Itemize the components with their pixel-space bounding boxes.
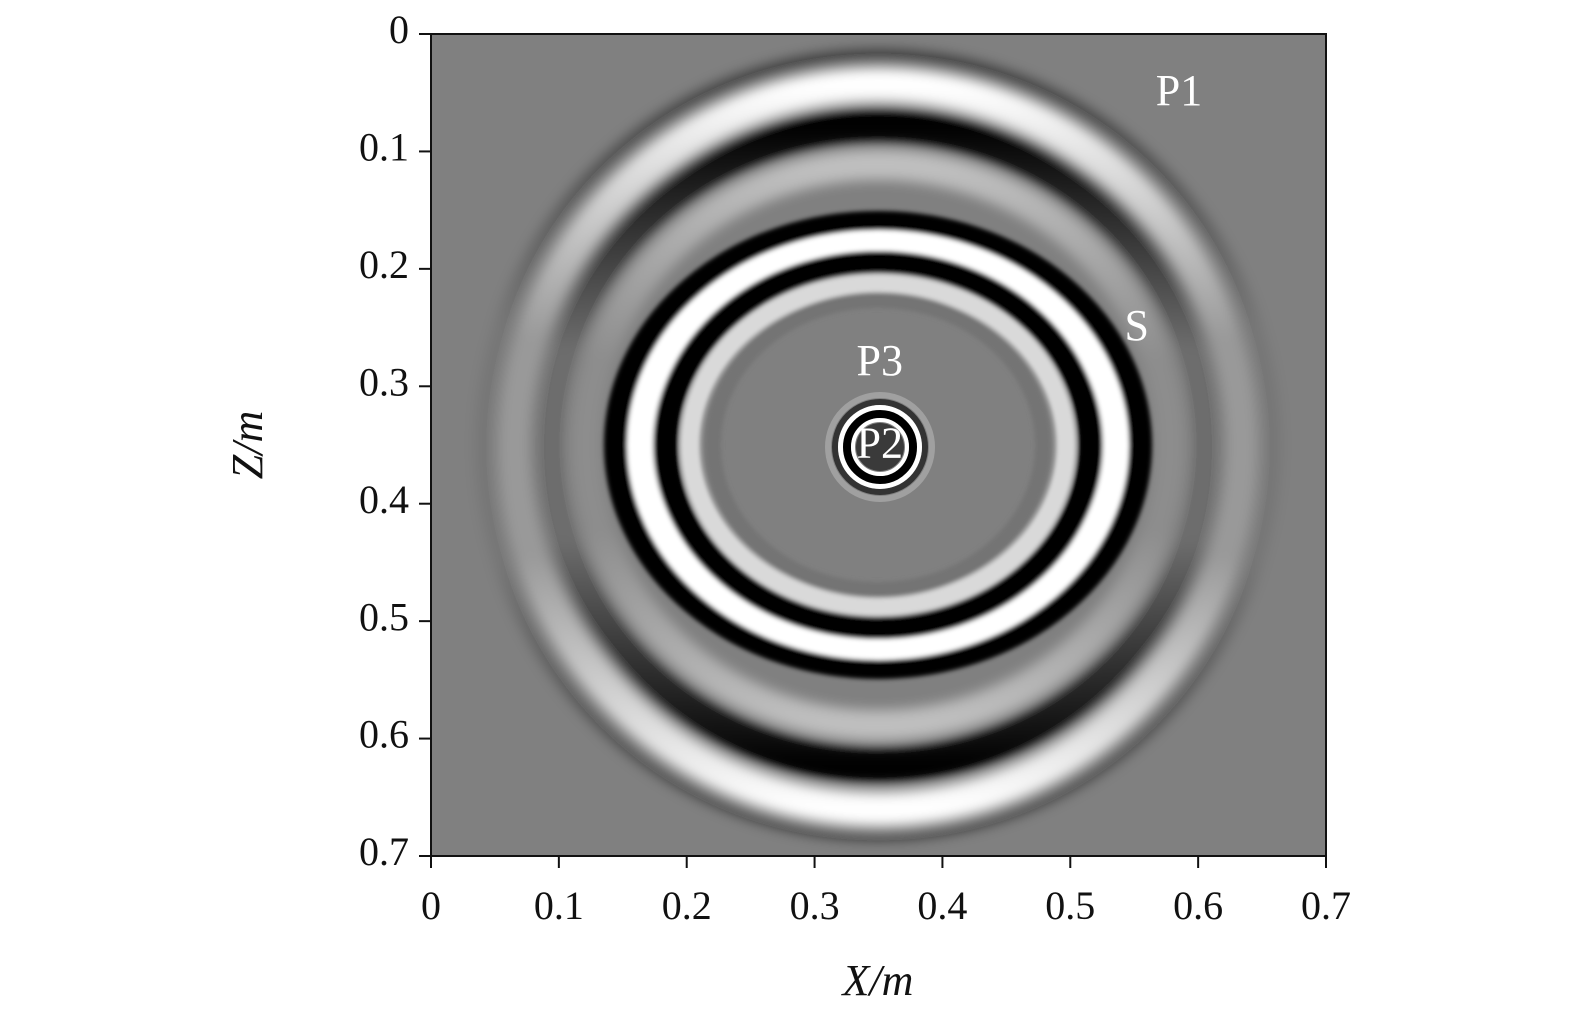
y-tick-label: 0.5: [359, 594, 409, 639]
x-tick-label: 0.6: [1173, 883, 1223, 928]
annotation: S: [1125, 301, 1149, 350]
y-tick-label: 0.4: [359, 477, 409, 522]
y-tick-label: 0.7: [359, 829, 409, 874]
x-tick-label: 0.4: [917, 883, 967, 928]
x-axis-label: X/m: [841, 956, 914, 1005]
x-tick-label: 0.7: [1301, 883, 1351, 928]
x-tick-label: 0: [421, 883, 441, 928]
y-tick-label: 0: [389, 7, 409, 52]
y-tick-label: 0.3: [359, 359, 409, 404]
x-tick-label: 0.2: [662, 883, 712, 928]
annotation: P1: [1156, 66, 1202, 115]
x-tick-label: 0.3: [790, 883, 840, 928]
y-tick-label: 0.6: [359, 712, 409, 757]
y-axis-label: Z/m: [223, 411, 272, 479]
x-tick-label: 0.1: [534, 883, 584, 928]
y-tick-label: 0.1: [359, 125, 409, 170]
annotation: P3: [857, 336, 903, 385]
x-tick-label: 0.5: [1045, 883, 1095, 928]
y-tick-label: 0.2: [359, 242, 409, 287]
annotation: P2: [857, 418, 903, 467]
plot-frame: [430, 33, 1327, 857]
wavefield: [431, 34, 1326, 856]
